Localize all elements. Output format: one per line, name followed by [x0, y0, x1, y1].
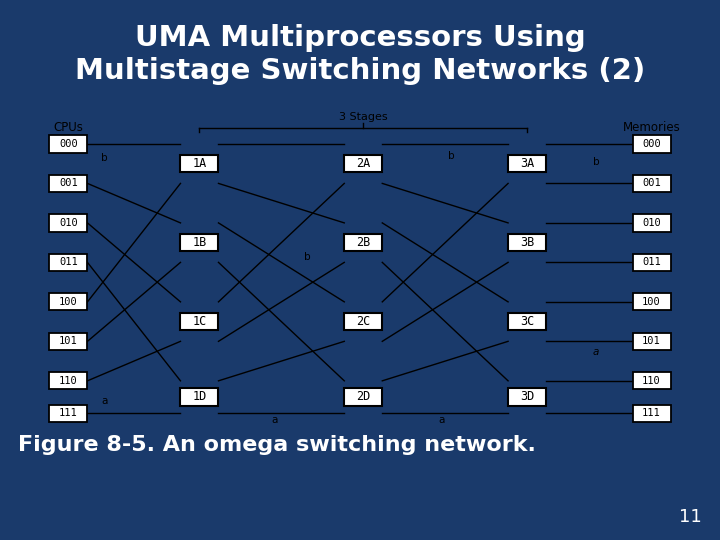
FancyBboxPatch shape	[50, 136, 87, 152]
FancyBboxPatch shape	[181, 155, 218, 172]
Text: b: b	[449, 152, 455, 161]
Text: a: a	[271, 415, 278, 424]
Text: UMA Multiprocessors Using: UMA Multiprocessors Using	[135, 24, 585, 52]
FancyBboxPatch shape	[50, 404, 87, 422]
Text: Multistage Switching Networks (2): Multistage Switching Networks (2)	[75, 57, 645, 85]
FancyBboxPatch shape	[633, 254, 670, 271]
Text: 110: 110	[59, 376, 78, 386]
Text: 110: 110	[642, 376, 661, 386]
Text: 111: 111	[59, 408, 78, 418]
FancyBboxPatch shape	[508, 234, 546, 251]
FancyBboxPatch shape	[633, 214, 670, 232]
Text: 001: 001	[642, 178, 661, 188]
Text: 100: 100	[642, 297, 661, 307]
Text: 101: 101	[59, 336, 78, 346]
Text: 010: 010	[59, 218, 78, 228]
Text: Figure 8-5. An omega switching network.: Figure 8-5. An omega switching network.	[18, 435, 536, 455]
FancyBboxPatch shape	[181, 388, 218, 406]
FancyBboxPatch shape	[181, 234, 218, 251]
Text: 11: 11	[679, 509, 702, 526]
Text: 3 Stages: 3 Stages	[339, 112, 387, 122]
FancyBboxPatch shape	[344, 388, 382, 406]
Text: 101: 101	[642, 336, 661, 346]
Text: 000: 000	[59, 139, 78, 149]
Text: 3D: 3D	[520, 390, 534, 403]
Text: 011: 011	[59, 258, 78, 267]
Text: b: b	[593, 157, 599, 167]
Text: 1C: 1C	[192, 315, 207, 328]
FancyBboxPatch shape	[633, 372, 670, 389]
FancyBboxPatch shape	[508, 155, 546, 172]
Text: 000: 000	[642, 139, 661, 149]
FancyBboxPatch shape	[50, 175, 87, 192]
Text: CPUs: CPUs	[53, 122, 84, 134]
Text: 3A: 3A	[520, 157, 534, 170]
Text: b: b	[101, 153, 108, 163]
Text: 100: 100	[59, 297, 78, 307]
FancyBboxPatch shape	[50, 372, 87, 389]
Text: 111: 111	[642, 408, 661, 418]
FancyBboxPatch shape	[344, 234, 382, 251]
FancyBboxPatch shape	[508, 388, 546, 406]
Text: 1B: 1B	[192, 236, 207, 249]
FancyBboxPatch shape	[50, 293, 87, 310]
FancyBboxPatch shape	[633, 333, 670, 350]
Text: Memories: Memories	[623, 122, 680, 134]
FancyBboxPatch shape	[344, 155, 382, 172]
Text: 2C: 2C	[356, 315, 370, 328]
Text: 001: 001	[59, 178, 78, 188]
Text: b: b	[305, 252, 311, 262]
FancyBboxPatch shape	[633, 293, 670, 310]
FancyBboxPatch shape	[344, 313, 382, 330]
FancyBboxPatch shape	[633, 175, 670, 192]
Text: 2A: 2A	[356, 157, 370, 170]
Text: a: a	[438, 415, 445, 424]
Text: 3B: 3B	[520, 236, 534, 249]
Text: a: a	[102, 396, 108, 406]
Text: 2D: 2D	[356, 390, 370, 403]
Text: a: a	[593, 347, 599, 357]
Text: 011: 011	[642, 258, 661, 267]
FancyBboxPatch shape	[181, 313, 218, 330]
Text: 010: 010	[642, 218, 661, 228]
FancyBboxPatch shape	[633, 136, 670, 152]
Text: 2B: 2B	[356, 236, 370, 249]
FancyBboxPatch shape	[50, 333, 87, 350]
FancyBboxPatch shape	[633, 404, 670, 422]
Text: 3C: 3C	[520, 315, 534, 328]
FancyBboxPatch shape	[50, 254, 87, 271]
FancyBboxPatch shape	[508, 313, 546, 330]
Text: 1D: 1D	[192, 390, 207, 403]
Text: 1A: 1A	[192, 157, 207, 170]
FancyBboxPatch shape	[50, 214, 87, 232]
